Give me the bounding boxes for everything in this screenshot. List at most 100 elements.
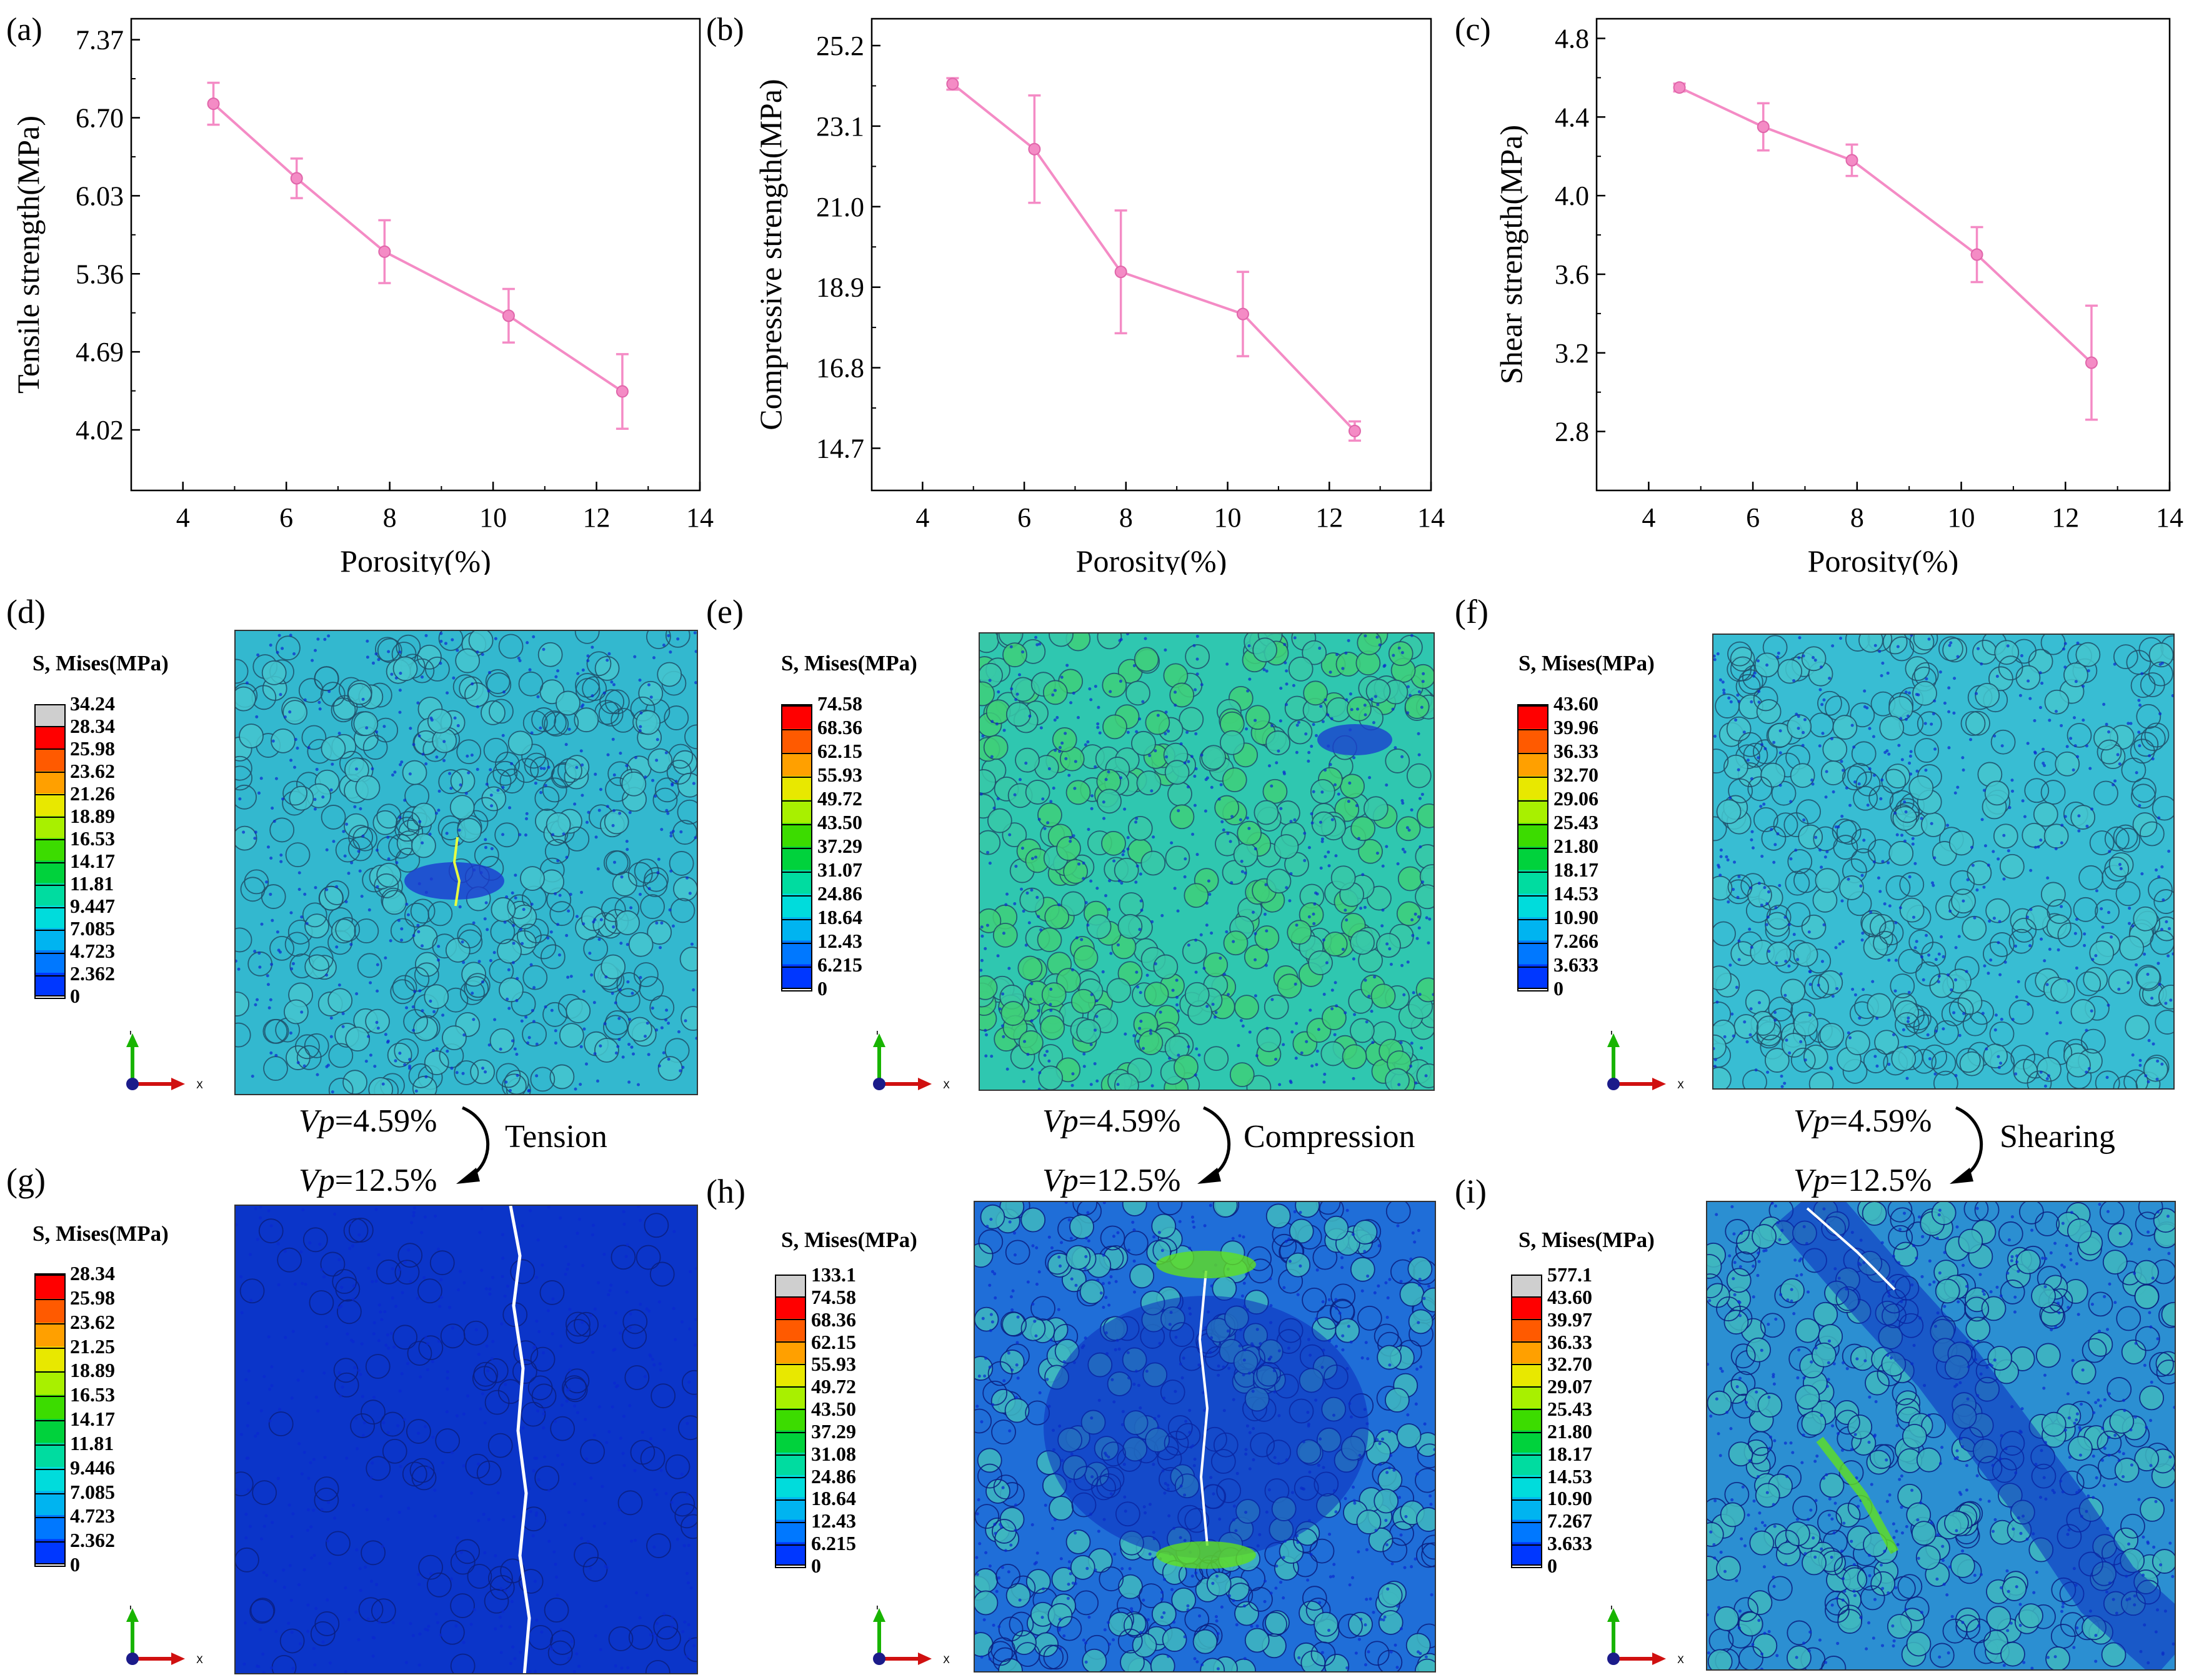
matrix-speckle [2127, 722, 2130, 725]
matrix-speckle [567, 727, 571, 731]
fiber [1037, 927, 1062, 953]
matrix-speckle [245, 681, 249, 685]
matrix-speckle [1818, 848, 1822, 852]
fiber [1019, 1030, 1044, 1055]
matrix-speckle [1299, 1264, 1302, 1268]
fiber [271, 728, 296, 753]
fiber [411, 833, 436, 858]
matrix-speckle [1750, 945, 1753, 949]
matrix-speckle [1911, 842, 1915, 846]
fiber [1082, 1648, 1107, 1671]
matrix-speckle [1010, 1368, 1014, 1372]
matrix-speckle [1049, 987, 1053, 991]
fiber [269, 935, 294, 961]
matrix-speckle [322, 1371, 326, 1375]
fiber [361, 1399, 386, 1425]
matrix-speckle [2090, 1009, 2093, 1013]
fiber [1065, 1529, 1091, 1554]
matrix-speckle [2007, 849, 2010, 853]
fiber [424, 984, 449, 1009]
matrix-speckle [1306, 1578, 1310, 1582]
matrix-speckle [1384, 1519, 1388, 1523]
matrix-speckle [522, 908, 526, 912]
fiber [1820, 760, 1846, 786]
colorbar-divider [36, 748, 64, 750]
colorbar-value: 68.36 [811, 1308, 856, 1331]
matrix-speckle [1270, 784, 1274, 788]
matrix-speckle [268, 1388, 272, 1391]
matrix-speckle [655, 921, 659, 925]
fiber [1873, 930, 1898, 956]
fiber [500, 1558, 526, 1584]
matrix-speckle [614, 1051, 618, 1055]
matrix-speckle [534, 1513, 538, 1517]
fiber [269, 817, 295, 843]
matrix-speckle [1400, 651, 1404, 655]
matrix-speckle [1850, 723, 1854, 727]
matrix-speckle [1025, 891, 1029, 895]
matrix-speckle [471, 682, 474, 686]
fiber [2135, 965, 2161, 990]
matrix-speckle [2085, 1070, 2088, 1074]
matrix-speckle [612, 925, 616, 929]
fiber [427, 708, 452, 734]
matrix-speckle [1327, 864, 1331, 868]
fiber [335, 837, 361, 863]
matrix-speckle [279, 860, 283, 863]
fiber [1753, 807, 1778, 832]
matrix-speckle [1009, 645, 1013, 649]
colorbar-divider [36, 907, 64, 908]
fiber [1755, 1483, 1780, 1508]
matrix-speckle [549, 930, 553, 934]
matrix-speckle [357, 1368, 361, 1372]
matrix-speckle [641, 1431, 644, 1434]
matrix-speckle [1345, 918, 1349, 922]
matrix-speckle [481, 980, 484, 984]
matrix-speckle [449, 787, 453, 790]
matrix-speckle [541, 1263, 544, 1267]
matrix-speckle [688, 1637, 692, 1641]
fiber [1874, 1030, 1900, 1055]
matrix-speckle [594, 772, 597, 776]
fiber [1382, 1538, 1408, 1563]
fiber [1933, 1070, 1958, 1088]
matrix-speckle [372, 1321, 376, 1325]
fiber [1184, 1607, 1210, 1633]
matrix-speckle [398, 815, 402, 819]
matrix-speckle [289, 634, 292, 637]
matrix-speckle [566, 975, 570, 979]
fiber [2113, 824, 2138, 850]
matrix-speckle [1150, 789, 1154, 793]
fiber [1862, 1202, 1887, 1226]
x-tick-label: 4 [1642, 502, 1655, 533]
fiber [1396, 901, 1422, 927]
fiber [1958, 1228, 1983, 1254]
matrix-speckle [1038, 642, 1042, 646]
matrix-speckle [1023, 1040, 1027, 1043]
matrix-speckle [1344, 1497, 1347, 1501]
matrix-speckle [682, 1544, 686, 1548]
matrix-speckle [679, 1069, 682, 1073]
matrix-speckle [437, 789, 441, 793]
matrix-speckle [489, 959, 492, 963]
matrix-speckle [416, 701, 420, 705]
matrix-speckle [1904, 1608, 1908, 1611]
matrix-speckle [2042, 762, 2045, 765]
matrix-speckle [1263, 1600, 1267, 1604]
matrix-speckle [1145, 973, 1149, 977]
matrix-speckle [433, 1514, 437, 1518]
matrix-speckle [984, 947, 987, 950]
matrix-speckle [1315, 892, 1319, 896]
fiber [1835, 1409, 1860, 1435]
matrix-speckle [1082, 1638, 1085, 1642]
matrix-speckle [550, 1008, 554, 1012]
matrix-speckle [283, 1250, 287, 1253]
fiber [1990, 729, 2016, 755]
matrix-speckle [984, 1033, 988, 1036]
matrix-speckle [1801, 743, 1805, 747]
matrix-speckle [2160, 928, 2163, 932]
matrix-speckle [633, 1538, 637, 1542]
matrix-speckle [1344, 651, 1348, 655]
matrix-speckle [647, 1309, 651, 1313]
fiber [2107, 1223, 2133, 1248]
